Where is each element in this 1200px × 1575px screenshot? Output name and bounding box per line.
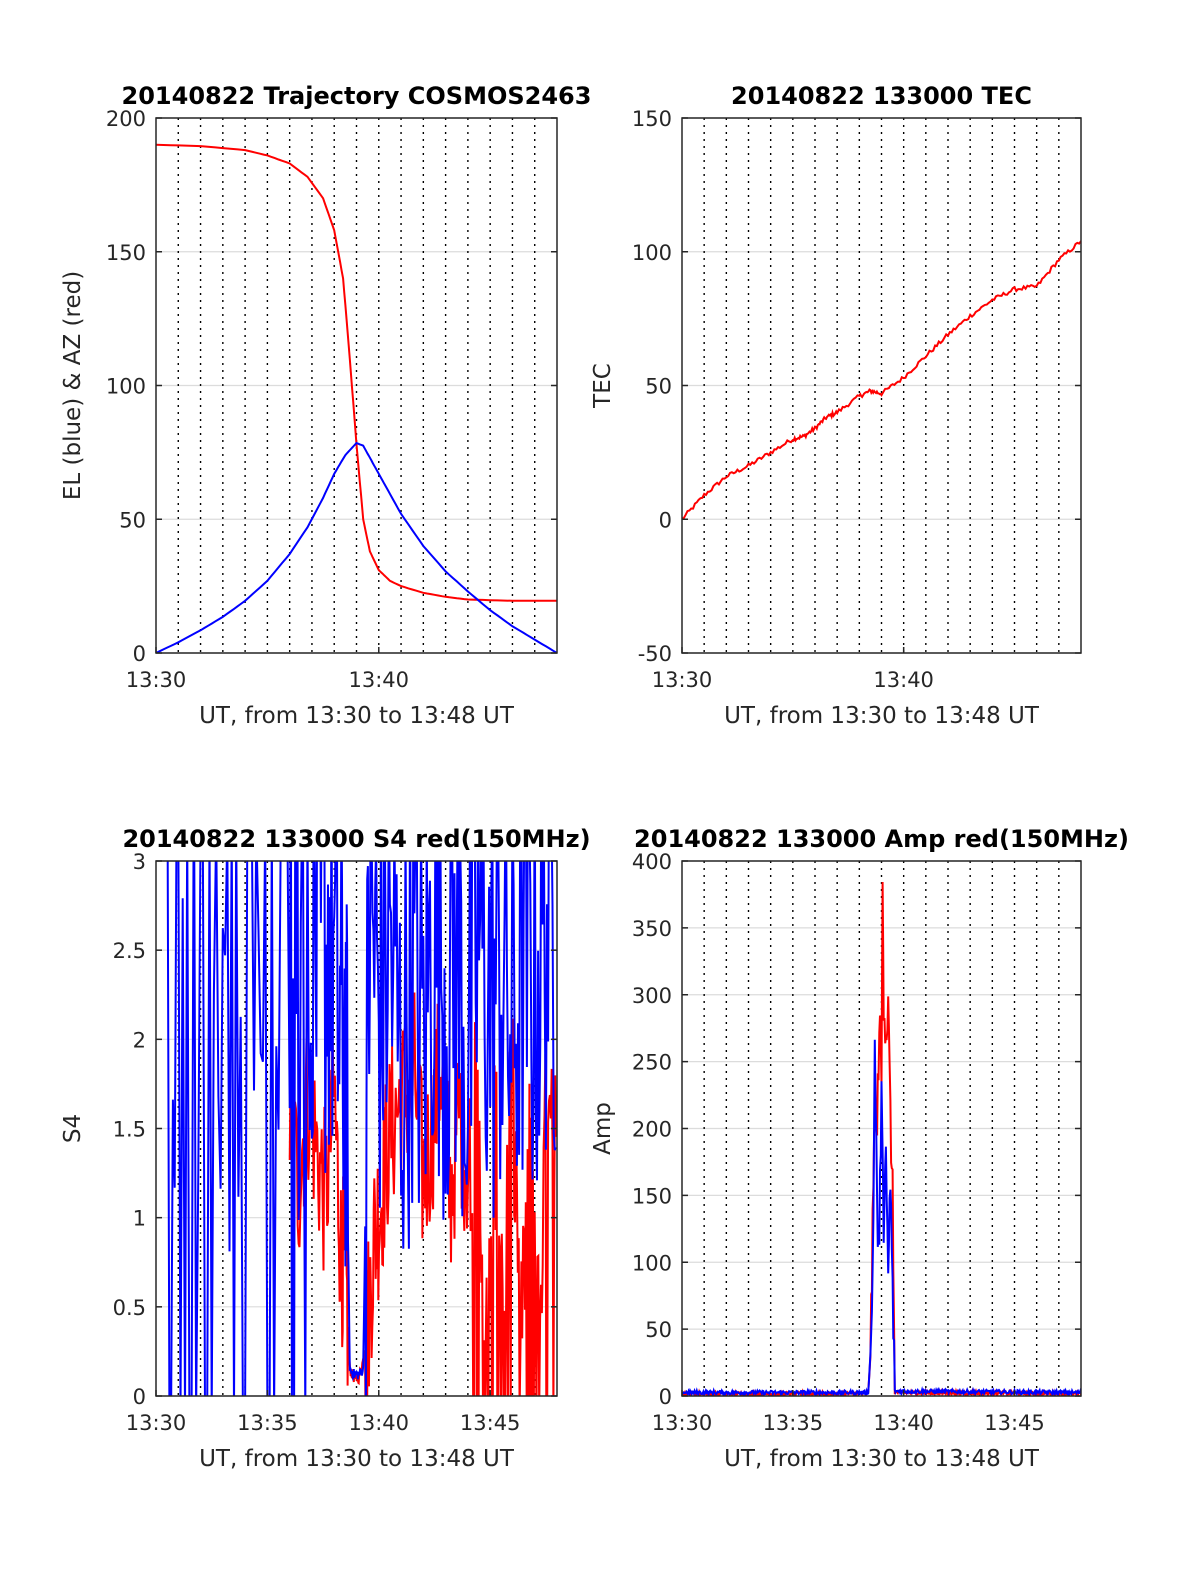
chart-title: 20140822 133000 TEC bbox=[731, 82, 1032, 110]
y-tick-label: 200 bbox=[106, 107, 146, 131]
y-tick-label: 0 bbox=[659, 508, 672, 532]
chart-title: 20140822 133000 Amp red(150MHz) bbox=[634, 825, 1129, 853]
x-tick-label: 13:30 bbox=[652, 1411, 713, 1435]
y-tick-label: 400 bbox=[632, 850, 672, 874]
y-tick-label: 2.5 bbox=[113, 939, 146, 963]
y-tick-label: 300 bbox=[632, 984, 672, 1008]
y-tick-label: 350 bbox=[632, 917, 672, 941]
y-axis-label: TEC bbox=[590, 363, 616, 409]
x-tick-label: 13:40 bbox=[349, 1411, 410, 1435]
x-tick-label: 13:40 bbox=[873, 668, 934, 692]
chart-panel-s4: 0 0.5 1 1.5 2 2.5 3 13:30 13:35 13:40 13:45 2014082… bbox=[60, 825, 591, 1472]
x-axis-label: UT, from 13:30 to 13:48 UT bbox=[724, 1446, 1040, 1472]
y-tick-label: 150 bbox=[106, 241, 146, 265]
chart-title: 20140822 133000 S4 red(150MHz) bbox=[122, 825, 590, 853]
x-tick-label: 13:40 bbox=[873, 1411, 934, 1435]
y-tick-label: 150 bbox=[632, 1184, 672, 1208]
y-tick-label: 50 bbox=[645, 1318, 672, 1342]
x-tick-label: 13:35 bbox=[237, 1411, 298, 1435]
x-tick-label: 13:45 bbox=[984, 1411, 1045, 1435]
y-tick-label: 0 bbox=[659, 1385, 672, 1409]
y-tick-label: 200 bbox=[632, 1118, 672, 1142]
chart-panel-amp: 0 50 100 150 200 250 300 350 400 13:30 13:35 13:40 1… bbox=[590, 825, 1129, 1472]
y-tick-label: 3 bbox=[133, 850, 146, 874]
chart-panel-tec: -50 0 50 100 150 13:30 13:40 20140822 133000 TE… bbox=[590, 82, 1082, 729]
y-tick-label: 1.5 bbox=[113, 1118, 146, 1142]
y-tick-label: 100 bbox=[632, 1251, 672, 1275]
x-tick-label: 13:30 bbox=[652, 668, 713, 692]
y-tick-label: 100 bbox=[106, 375, 146, 399]
y-tick-label: 250 bbox=[632, 1051, 672, 1075]
y-tick-label: 0.5 bbox=[113, 1296, 146, 1320]
y-tick-label: 0 bbox=[133, 1385, 146, 1409]
x-tick-label: 13:45 bbox=[460, 1411, 521, 1435]
y-axis-label: EL (blue) & AZ (red) bbox=[60, 271, 86, 500]
x-axis-label: UT, from 13:30 to 13:48 UT bbox=[199, 703, 515, 729]
y-tick-label: 1 bbox=[133, 1207, 146, 1231]
y-tick-label: 50 bbox=[119, 508, 146, 532]
y-tick-label: 50 bbox=[645, 375, 672, 399]
y-tick-label: 0 bbox=[133, 642, 146, 666]
series-line-blue bbox=[166, 861, 557, 1396]
y-tick-label: 2 bbox=[133, 1028, 146, 1052]
series-line-red bbox=[682, 240, 1081, 520]
x-tick-label: 13:30 bbox=[126, 1411, 187, 1435]
x-tick-label: 13:40 bbox=[349, 668, 410, 692]
chart-title: 20140822 Trajectory COSMOS2463 bbox=[122, 82, 592, 110]
y-tick-label: -50 bbox=[638, 642, 672, 666]
chart-panel-trajectory: 0 50 100 150 200 13:30 13:40 20140822 Trajector… bbox=[60, 82, 591, 729]
x-tick-label: 13:30 bbox=[126, 668, 187, 692]
x-tick-label: 13:35 bbox=[763, 1411, 824, 1435]
series-line-blue bbox=[156, 441, 557, 653]
y-axis-label: Amp bbox=[590, 1102, 616, 1155]
y-tick-label: 100 bbox=[632, 241, 672, 265]
y-tick-label: 150 bbox=[632, 107, 672, 131]
y-axis-label: S4 bbox=[60, 1114, 86, 1143]
x-axis-label: UT, from 13:30 to 13:48 UT bbox=[724, 703, 1040, 729]
x-axis-label: UT, from 13:30 to 13:48 UT bbox=[199, 1446, 515, 1472]
